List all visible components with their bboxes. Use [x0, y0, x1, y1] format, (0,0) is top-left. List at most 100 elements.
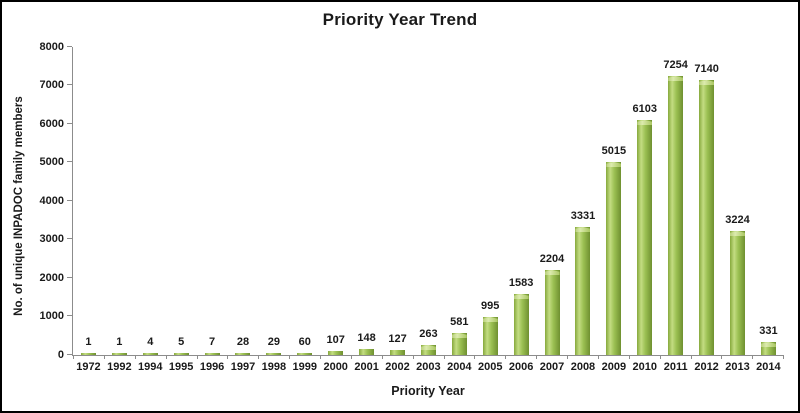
x-tick-mark — [537, 355, 568, 359]
bar-cell: 7254 — [660, 47, 691, 355]
bar — [173, 353, 189, 355]
bar-value-label: 2204 — [539, 253, 565, 265]
x-tick-mark — [228, 355, 260, 359]
bar-cell: 60 — [289, 47, 320, 355]
chart-title: Priority Year Trend — [322, 10, 478, 29]
y-tick-mark — [67, 46, 72, 47]
x-tick-label: 2008 — [570, 361, 596, 373]
x-tick-label: 2012 — [694, 361, 719, 373]
bars-container: 1 1 4 5 7 28 29 60 107 148 127 263 581 995 1583 2204 333… — [73, 47, 784, 355]
x-tick-label: 2006 — [508, 361, 534, 373]
bar-top-bevel — [575, 227, 591, 232]
x-tick-label: 1998 — [261, 361, 287, 373]
bar-cell: 7 — [197, 47, 228, 355]
bar — [266, 353, 282, 355]
x-tick-label: 1992 — [107, 361, 132, 373]
bar-value-label: 29 — [267, 336, 281, 348]
x-tick-mark — [753, 355, 785, 359]
bar-top-bevel — [544, 270, 560, 275]
bar-value-label: 6103 — [632, 103, 658, 115]
x-tick-mark — [630, 355, 661, 359]
bar-value-label: 4 — [147, 336, 154, 348]
x-tick-label: 2004 — [447, 361, 472, 373]
plot-area: 1 1 4 5 7 28 29 60 107 148 127 263 581 995 1583 2204 333… — [40, 41, 785, 373]
x-tick-label: 1999 — [292, 361, 318, 373]
bar-value-label: 148 — [357, 332, 376, 344]
bar-cell: 2204 — [537, 47, 568, 355]
bar-value-label: 107 — [326, 334, 345, 346]
bar — [420, 345, 436, 355]
bar-value-label: 995 — [481, 300, 500, 312]
bar-cell: 1 — [104, 47, 135, 355]
x-tick-mark — [692, 355, 723, 359]
bar-top-bevel — [420, 345, 436, 350]
bar-value-label: 7 — [209, 336, 216, 348]
x-axis-ticks — [73, 355, 785, 359]
x-tick-mark — [167, 355, 198, 359]
bar-value-label: 1583 — [508, 277, 534, 289]
x-tick-mark — [383, 355, 414, 359]
bar-value-label: 3224 — [725, 214, 750, 226]
y-tick-mark — [67, 84, 72, 85]
x-tick-label: 2007 — [539, 361, 565, 373]
bar-cell: 331 — [753, 47, 784, 355]
y-tick-mark — [67, 354, 72, 355]
bar-value-label: 60 — [298, 336, 311, 348]
bar — [390, 350, 406, 355]
y-tick-label: 3000 — [39, 233, 64, 245]
x-tick-label: 2002 — [385, 361, 410, 373]
x-tick-mark — [198, 355, 229, 359]
x-tick-label: 2014 — [756, 361, 781, 373]
x-axis-labels: 1972 1992 1994 1995 1996 1997 1998 1999 2000 2001… — [73, 361, 784, 373]
bar — [142, 353, 158, 355]
x-tick-mark — [661, 355, 692, 359]
bar — [513, 294, 529, 355]
x-tick-mark — [414, 355, 445, 359]
bar — [235, 353, 251, 355]
x-tick-label: 2013 — [725, 361, 750, 373]
y-tick-label: 0 — [57, 349, 64, 361]
bar — [699, 80, 715, 355]
x-tick-label: 2009 — [601, 361, 627, 373]
bar-cell: 1 — [73, 47, 104, 355]
bar-top-bevel — [513, 294, 529, 299]
bar-cell: 28 — [228, 47, 259, 355]
x-axis-title: Priority Year — [391, 384, 465, 398]
x-tick-mark — [73, 355, 105, 359]
bar — [606, 162, 622, 355]
x-tick-mark — [321, 355, 352, 359]
bar-cell: 148 — [351, 47, 382, 355]
bar-cell: 263 — [413, 47, 444, 355]
bar — [359, 349, 375, 355]
bar-value-label: 581 — [450, 316, 469, 328]
bar — [482, 317, 498, 355]
bar-value-label: 28 — [236, 336, 250, 348]
bar-value-label: 127 — [388, 333, 407, 345]
bar-cell: 581 — [444, 47, 475, 355]
y-tick-label: 5000 — [39, 156, 64, 168]
bar-cell: 29 — [258, 47, 289, 355]
x-tick-mark — [259, 355, 291, 359]
y-tick-label: 4000 — [39, 195, 64, 207]
x-tick-mark — [352, 355, 383, 359]
x-tick-label: 1996 — [199, 361, 225, 373]
bar-value-label: 7140 — [694, 63, 719, 75]
bar-cell: 5015 — [598, 47, 629, 355]
bar — [575, 227, 591, 355]
y-tick-mark — [67, 200, 72, 201]
x-tick-label: 2011 — [663, 361, 688, 373]
x-tick-mark — [599, 355, 630, 359]
y-tick-label: 1000 — [39, 310, 64, 322]
y-tick-mark — [67, 161, 72, 162]
x-tick-label: 1972 — [76, 361, 101, 373]
y-tick-label: 6000 — [39, 118, 64, 130]
bar-value-label: 263 — [419, 328, 438, 340]
bar-cell: 5 — [166, 47, 197, 355]
bar — [80, 353, 96, 355]
y-tick-mark — [67, 238, 72, 239]
x-tick-label: 2010 — [632, 361, 657, 373]
x-tick-label: 2003 — [416, 361, 441, 373]
bar-top-bevel — [668, 76, 684, 81]
bar — [204, 353, 220, 355]
